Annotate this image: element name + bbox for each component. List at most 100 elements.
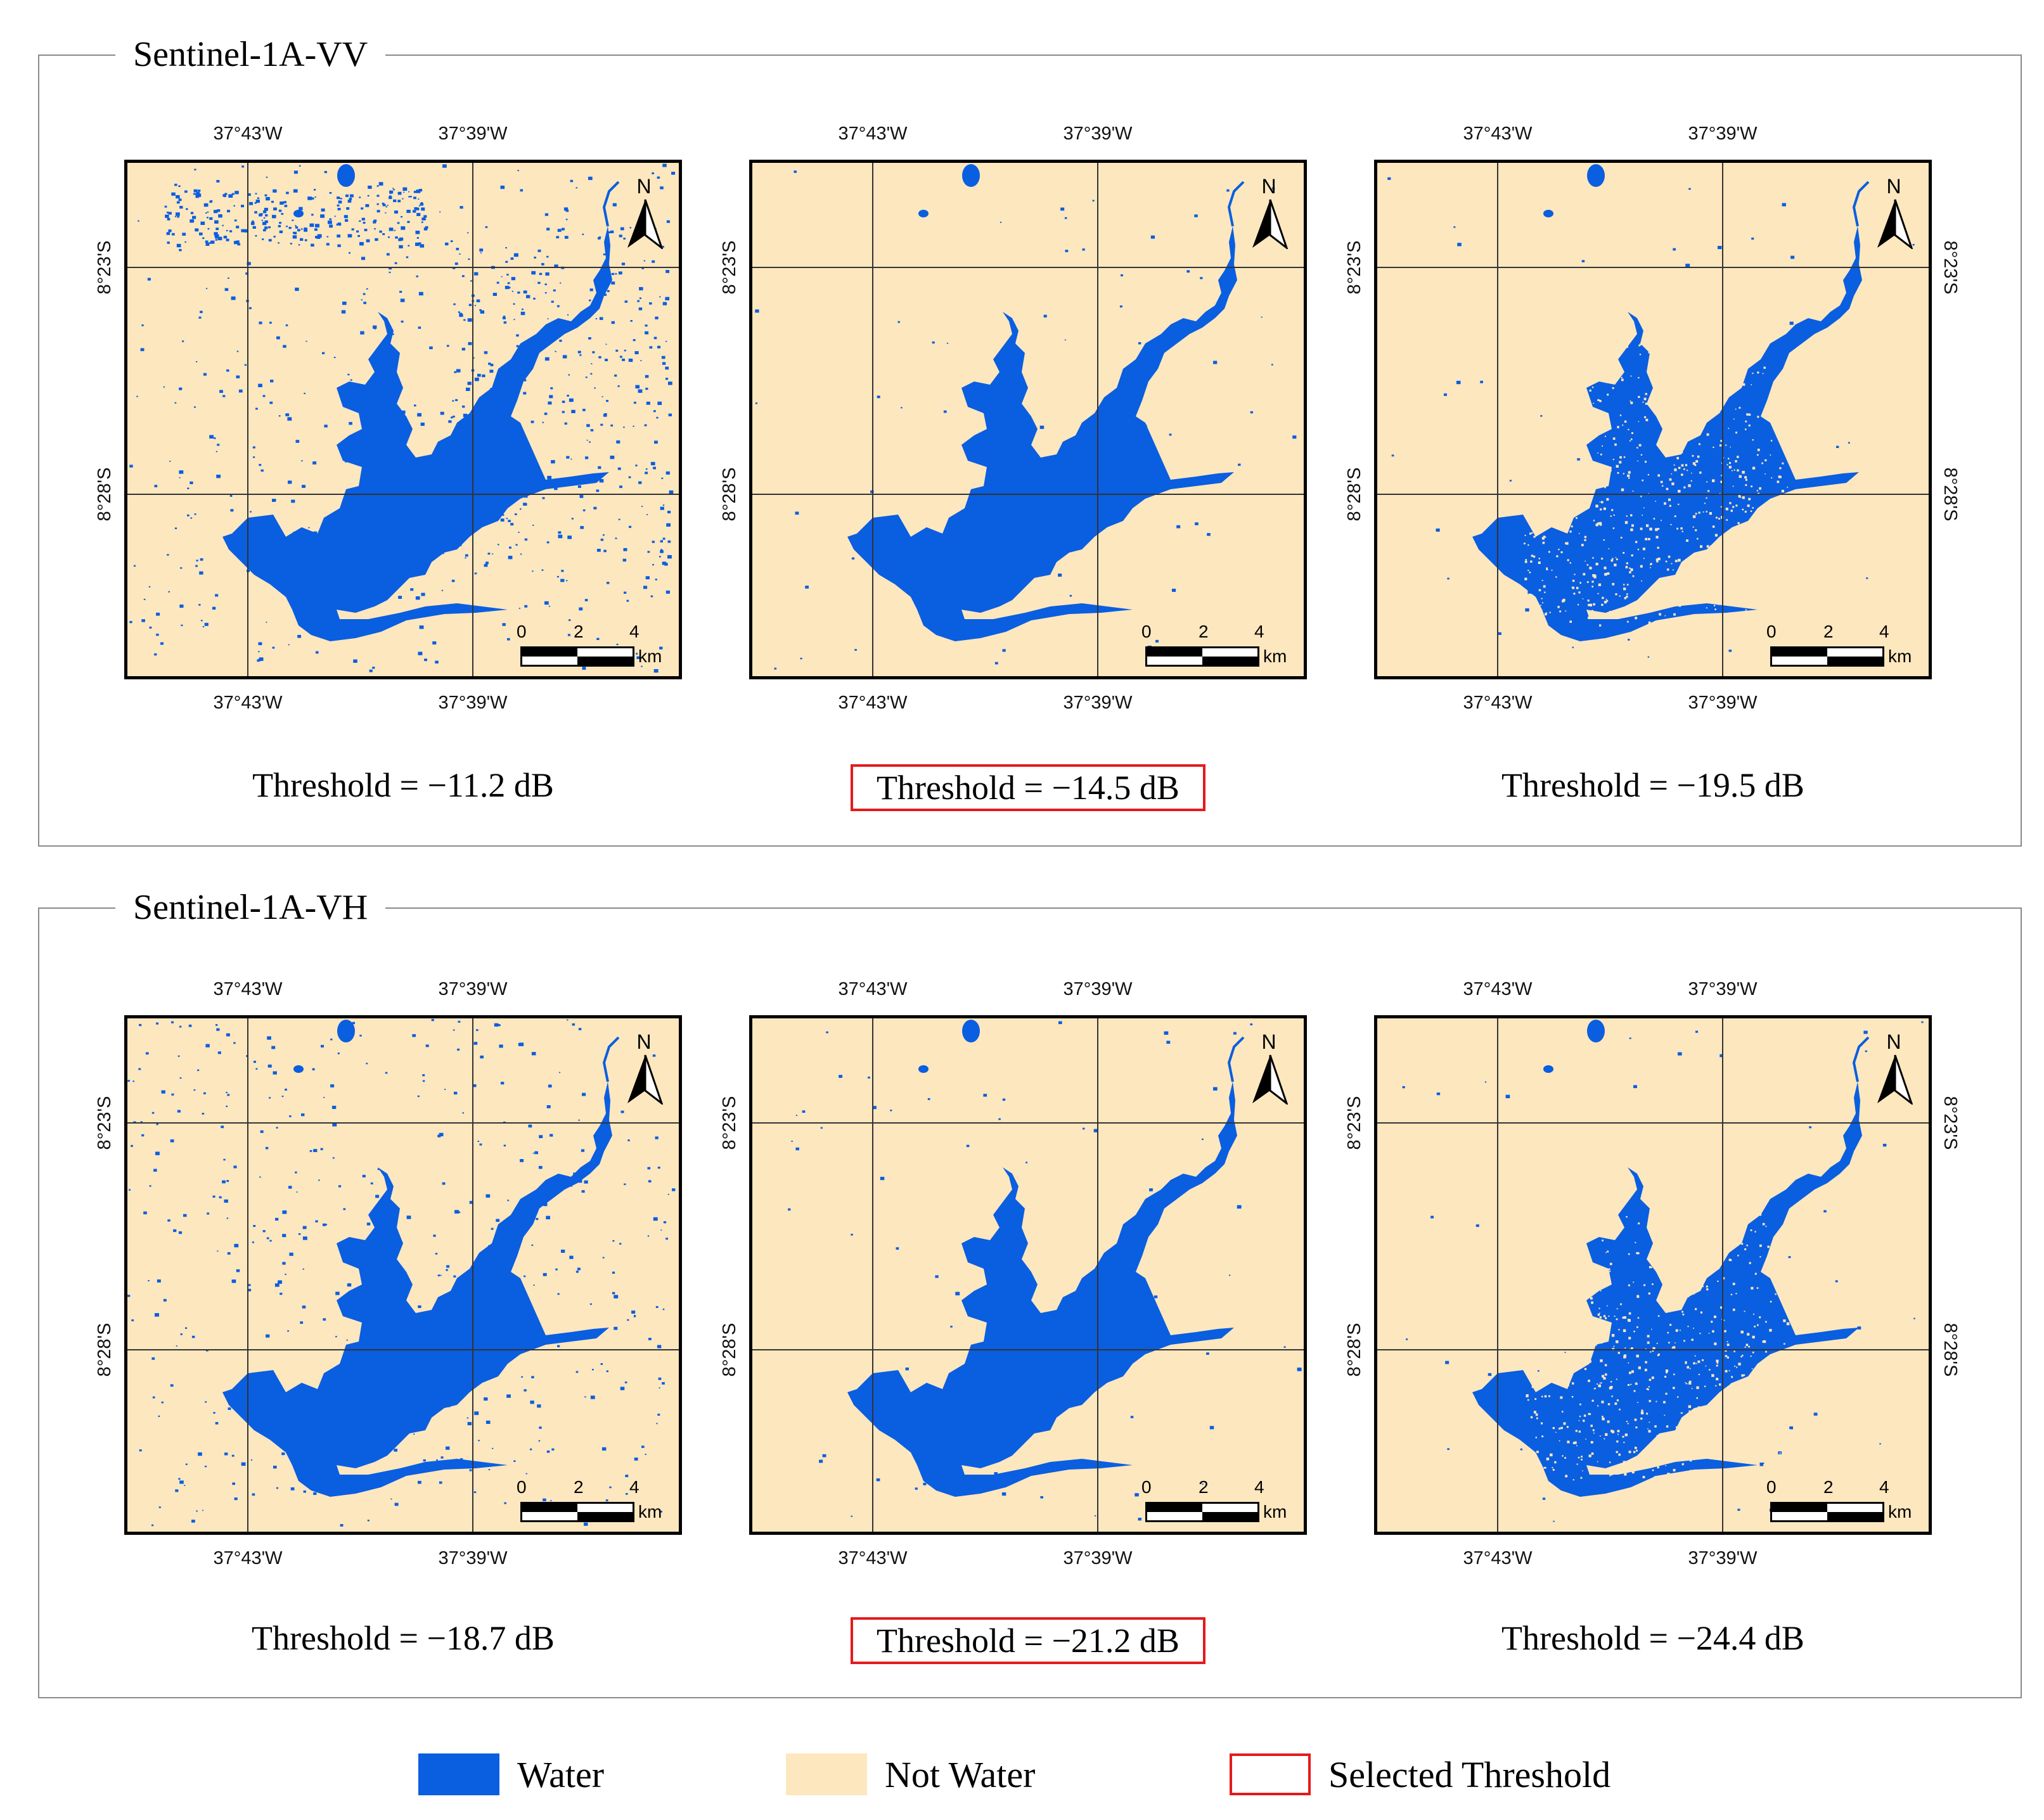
lon-label-top: 37°43'W	[838, 124, 908, 144]
lon-label-bottom: 37°39'W	[1688, 1548, 1758, 1568]
threshold-label: Threshold = −21.2 dB	[851, 1617, 1205, 1664]
pond	[293, 210, 304, 217]
reservoir-water	[222, 1082, 612, 1497]
north-arrow-icon: N	[625, 176, 663, 252]
scale-bar-graphic	[1145, 1502, 1259, 1522]
pond	[337, 1020, 355, 1042]
lat-label-left: 8°23'S	[719, 1096, 740, 1150]
lon-label-bottom: 37°43'W	[838, 1548, 908, 1568]
lat-label-right: 8°23'S	[1940, 1096, 1960, 1150]
threshold-label: Threshold = −19.5 dB	[1501, 766, 1804, 804]
group-title-vv: Sentinel-1A-VV	[115, 34, 386, 75]
legend-swatch-selected-threshold	[1230, 1753, 1311, 1795]
scale-unit: km	[1888, 1502, 1912, 1522]
map-canvas	[127, 163, 679, 676]
scale-tick-label: 2	[1199, 622, 1209, 641]
lat-label-right: 8°28'S	[1940, 1323, 1960, 1377]
north-label: N	[636, 1030, 652, 1053]
lon-label-top: 37°43'W	[213, 124, 283, 144]
lon-label-top: 37°43'W	[1463, 979, 1533, 999]
map-panel: N 0 2 4 km	[124, 160, 682, 679]
scale-unit: km	[638, 646, 662, 666]
north-arrow-icon: N	[1875, 1031, 1913, 1107]
pond	[1587, 1020, 1605, 1042]
north-label: N	[1261, 175, 1276, 198]
lat-label-left: 8°23'S	[1344, 240, 1365, 295]
north-arrow-glyph	[1877, 199, 1913, 249]
lat-label-left: 8°23'S	[719, 240, 740, 295]
scale-bar-graphic	[1770, 1502, 1884, 1522]
north-arrow-icon: N	[1250, 176, 1288, 252]
lon-label-bottom: 37°43'W	[1463, 1548, 1533, 1568]
river-channel	[1227, 181, 1245, 227]
north-arrow-icon: N	[1250, 1031, 1288, 1107]
scale-tick-label: 2	[574, 1477, 584, 1497]
scale-tick-label: 0	[1766, 622, 1777, 641]
scale-bar-graphic	[520, 646, 634, 667]
legend-item-selected-threshold: Selected Threshold	[1230, 1749, 1610, 1800]
river-channel	[1852, 181, 1870, 227]
map-canvas	[1377, 163, 1929, 676]
scale-tick-label: 2	[1823, 1477, 1834, 1497]
north-arrow-glyph	[1877, 1054, 1913, 1105]
lat-label-left: 8°28'S	[719, 467, 740, 522]
reservoir-water	[222, 226, 612, 641]
scale-unit: km	[1263, 1502, 1287, 1522]
lon-label-bottom: 37°43'W	[213, 693, 283, 713]
group-title-vh: Sentinel-1A-VH	[115, 887, 386, 928]
lon-label-top: 37°39'W	[438, 979, 508, 999]
scale-tick-label: 2	[1823, 622, 1834, 641]
map-panel: N 0 2 4 km	[1374, 1015, 1932, 1535]
north-label: N	[1886, 175, 1901, 198]
legend: Water Not Water Selected Threshold	[0, 1749, 2044, 1800]
lat-label-right: 8°28'S	[1940, 467, 1960, 522]
scale-tick-label: 4	[1254, 1477, 1264, 1497]
lon-label-bottom: 37°43'W	[1463, 693, 1533, 713]
scale-tick-label: 4	[1254, 622, 1264, 641]
lat-label-left: 8°28'S	[94, 1323, 115, 1377]
lon-label-bottom: 37°39'W	[1688, 693, 1758, 713]
river-channel	[602, 1036, 620, 1082]
scale-bar: 0 2 4 km	[1766, 1477, 1912, 1525]
scale-tick-label: 0	[1141, 622, 1152, 641]
pond	[1543, 210, 1553, 217]
river-channel	[1852, 1036, 1870, 1082]
speckle-holes	[1524, 321, 1792, 627]
scale-tick-label: 4	[1879, 622, 1889, 641]
pond	[1543, 1065, 1553, 1073]
scale-bar: 0 2 4 km	[1141, 1477, 1287, 1525]
scale-unit: km	[1263, 646, 1287, 666]
lon-label-bottom: 37°43'W	[838, 693, 908, 713]
lat-label-left: 8°23'S	[94, 1096, 115, 1150]
pond	[337, 164, 355, 187]
scale-unit: km	[1888, 646, 1912, 666]
north-arrow-icon: N	[1875, 176, 1913, 252]
group-vh: Sentinel-1A-VH	[38, 887, 2022, 1698]
lon-label-bottom: 37°39'W	[438, 693, 508, 713]
map-canvas	[752, 1018, 1304, 1532]
lon-label-top: 37°43'W	[838, 979, 908, 999]
legend-swatch-water	[418, 1753, 499, 1795]
map-panel: N 0 2 4 km	[749, 160, 1307, 679]
noise-pixels	[1402, 1021, 1924, 1522]
scale-bar: 0 2 4 km	[1766, 622, 1912, 669]
north-label: N	[1261, 1030, 1276, 1053]
map-canvas	[127, 1018, 679, 1532]
lat-label-left: 8°23'S	[94, 240, 115, 295]
lon-label-top: 37°39'W	[1063, 124, 1133, 144]
noise-pixels	[755, 170, 1297, 670]
lon-label-top: 37°39'W	[1688, 979, 1758, 999]
pond	[918, 210, 929, 217]
north-arrow-glyph	[627, 199, 663, 249]
lon-label-bottom: 37°39'W	[1063, 1548, 1133, 1568]
lat-label-left: 8°28'S	[1344, 1323, 1365, 1377]
reservoir-water	[847, 226, 1237, 641]
lon-label-bottom: 37°39'W	[438, 1548, 508, 1568]
north-arrow-glyph	[1252, 1054, 1288, 1105]
pond	[1587, 164, 1605, 187]
legend-swatch-not-water	[786, 1753, 867, 1795]
scale-tick-label: 0	[1141, 1477, 1152, 1497]
scale-tick-label: 2	[1199, 1477, 1209, 1497]
lon-label-bottom: 37°43'W	[213, 1548, 283, 1568]
scale-bar: 0 2 4 km	[1141, 622, 1287, 669]
